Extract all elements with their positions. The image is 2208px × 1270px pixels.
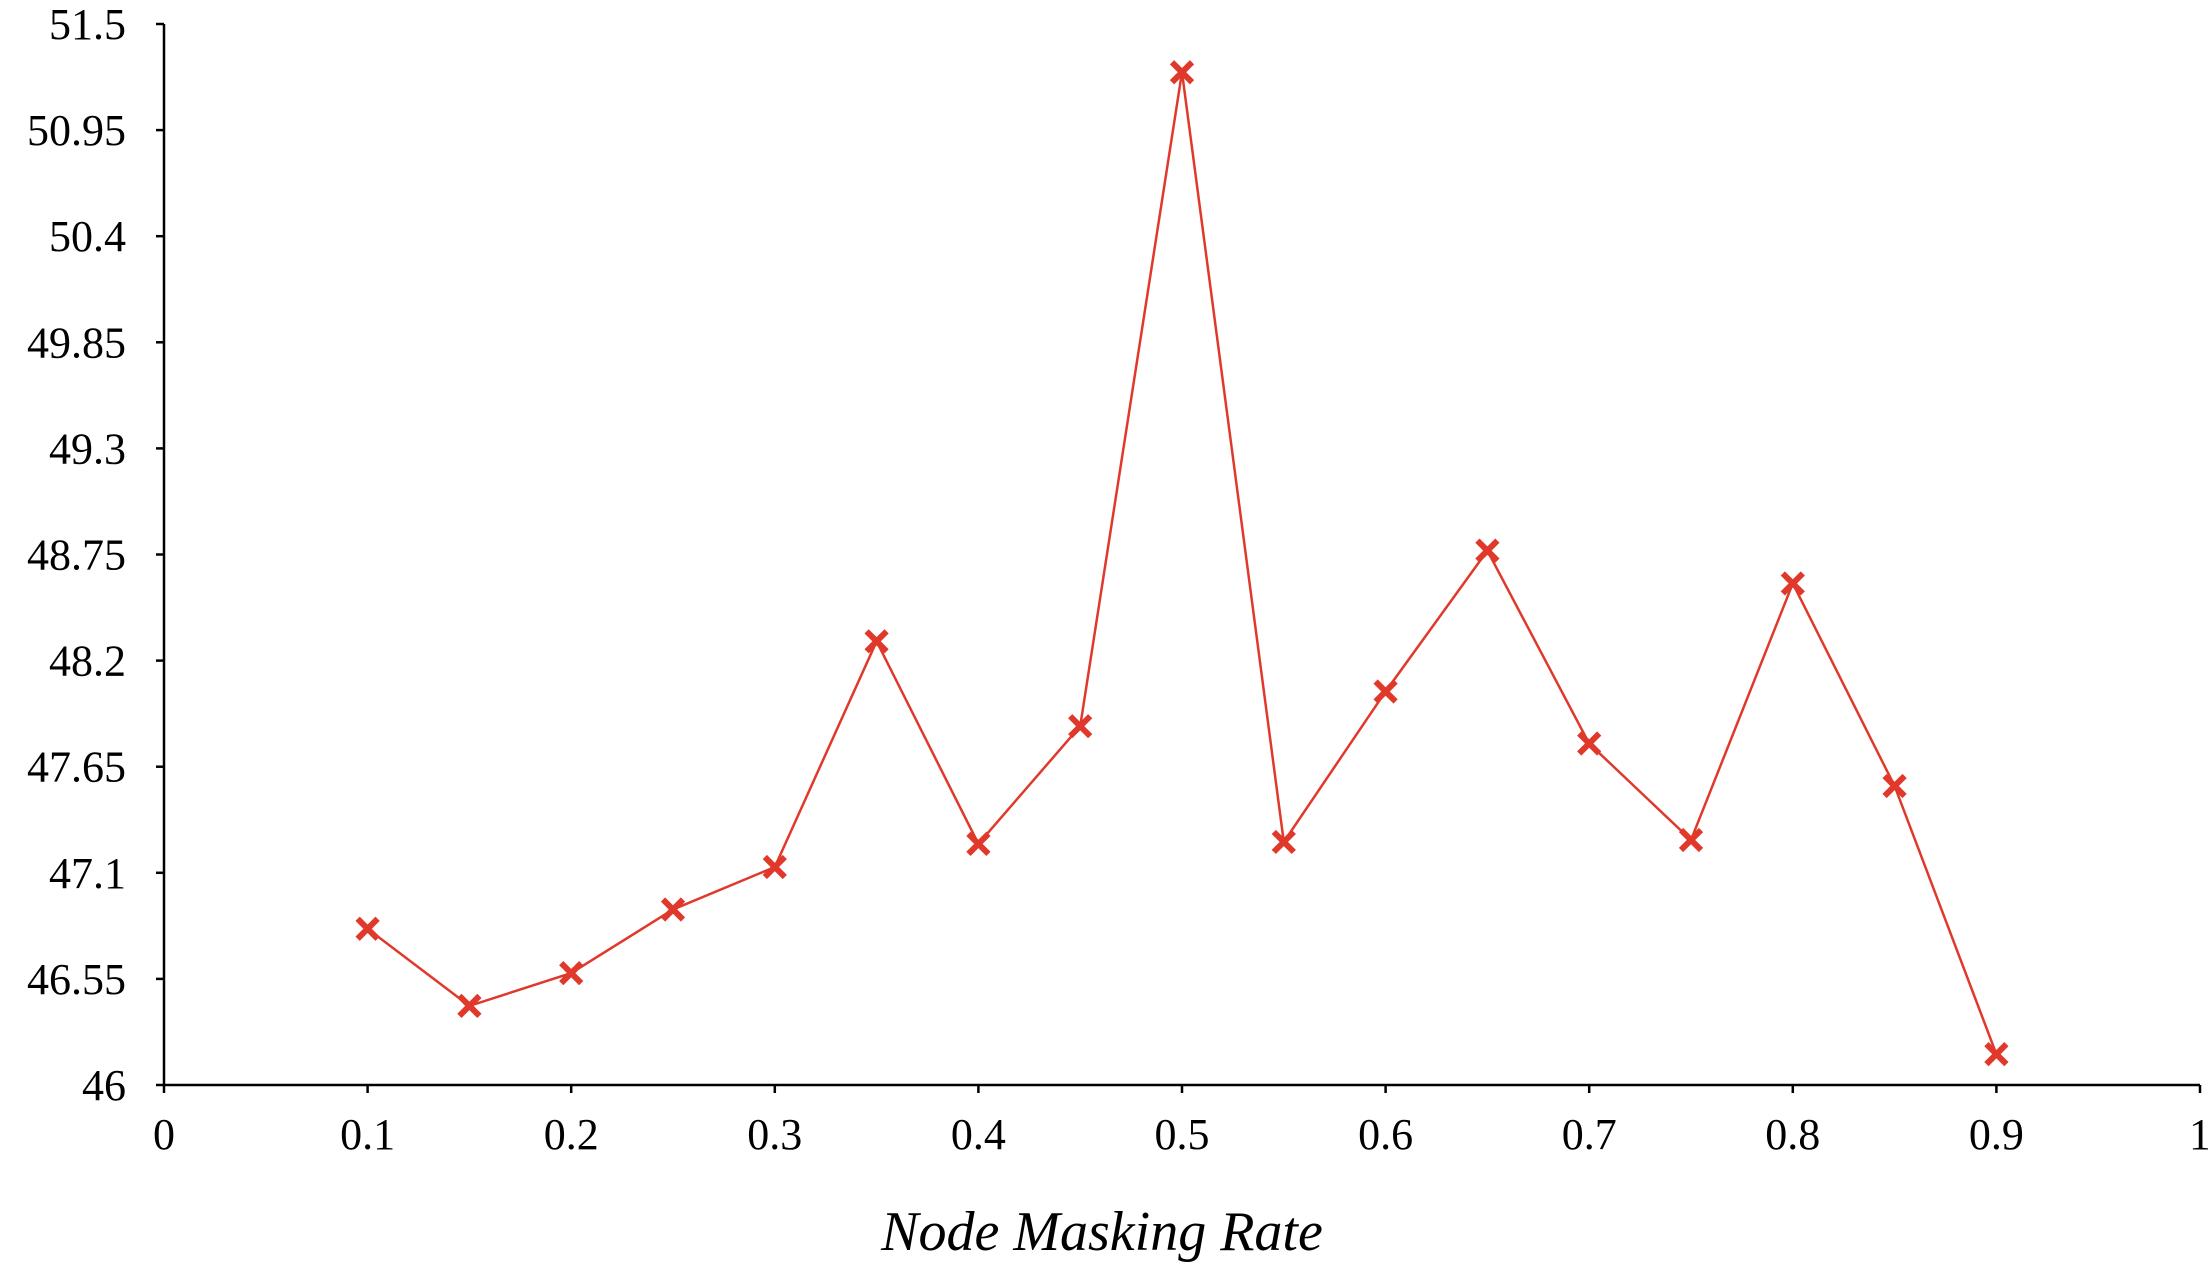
marker-stroke bbox=[864, 629, 889, 654]
data-point-marker bbox=[559, 960, 584, 986]
y-tick-label: 50.95 bbox=[27, 106, 126, 155]
x-tick-label: 0.7 bbox=[1562, 1110, 1617, 1159]
data-point-marker bbox=[1169, 60, 1195, 85]
x-tick-label: 0.6 bbox=[1358, 1110, 1413, 1159]
x-tick-label: 0.3 bbox=[747, 1110, 802, 1159]
data-point-marker bbox=[1780, 571, 1805, 596]
y-tick-label: 49.85 bbox=[27, 318, 126, 367]
marker-stroke bbox=[1780, 571, 1805, 596]
marker-stroke bbox=[1373, 679, 1398, 704]
marker-stroke bbox=[1475, 538, 1500, 563]
data-point-marker bbox=[1373, 679, 1398, 704]
series-group bbox=[355, 60, 2009, 1067]
marker-stroke bbox=[457, 993, 482, 1019]
marker-stroke bbox=[559, 960, 584, 986]
marker-stroke bbox=[1068, 714, 1093, 739]
axes bbox=[162, 24, 2200, 1087]
marker-stroke bbox=[1882, 773, 1907, 799]
data-point-marker bbox=[1678, 827, 1704, 853]
x-tick-label: 0.9 bbox=[1969, 1110, 2024, 1159]
data-point-marker bbox=[864, 629, 889, 654]
series-line bbox=[366, 72, 1998, 1055]
marker-stroke bbox=[355, 916, 380, 941]
data-point-marker bbox=[1984, 1042, 2009, 1067]
marker-stroke bbox=[1169, 60, 1195, 85]
data-point-marker bbox=[762, 854, 787, 880]
x-tick-label: 0.1 bbox=[340, 1110, 395, 1159]
y-tick-label: 51.5 bbox=[49, 0, 126, 49]
x-tick-label: 0.4 bbox=[951, 1110, 1006, 1159]
marker-stroke bbox=[762, 854, 787, 880]
y-tick-label: 49.3 bbox=[49, 424, 126, 473]
x-tick-label: 0.5 bbox=[1155, 1110, 1210, 1159]
x-tick-label: 0.2 bbox=[544, 1110, 599, 1159]
y-tick-label: 47.65 bbox=[27, 743, 126, 792]
data-point-marker bbox=[1882, 773, 1907, 799]
data-point-marker bbox=[1068, 714, 1093, 739]
data-point-marker bbox=[966, 831, 991, 856]
y-tick-label: 46 bbox=[82, 1061, 126, 1110]
y-tick-label: 47.1 bbox=[49, 849, 126, 898]
marker-stroke bbox=[1678, 827, 1704, 853]
x-tick-label: 0 bbox=[153, 1110, 175, 1159]
data-point-marker bbox=[1577, 731, 1602, 756]
marker-stroke bbox=[1271, 829, 1296, 855]
y-tick-label: 50.4 bbox=[49, 212, 126, 261]
y-tick-label: 46.55 bbox=[27, 955, 126, 1004]
data-point-marker bbox=[1475, 538, 1500, 563]
marker-stroke bbox=[1577, 731, 1602, 756]
data-point-marker bbox=[355, 916, 380, 941]
marker-stroke bbox=[966, 831, 991, 856]
y-tick-label: 48.75 bbox=[27, 531, 126, 580]
x-axis-title: Node Masking Rate bbox=[880, 1201, 1323, 1263]
marker-stroke bbox=[1984, 1042, 2009, 1067]
x-tick-label: 1 bbox=[2189, 1110, 2208, 1159]
data-point-marker bbox=[1271, 829, 1296, 855]
y-tick-label: 48.2 bbox=[49, 637, 126, 686]
ticks: 46 46.55 47.1 47.65 48.2 48.75 49.3 49.85 50.4 50… bbox=[27, 0, 2208, 1159]
marker-stroke bbox=[660, 897, 686, 922]
data-point-marker bbox=[457, 993, 482, 1019]
data-point-marker bbox=[660, 897, 686, 922]
x-tick-label: 0.8 bbox=[1765, 1110, 1820, 1159]
